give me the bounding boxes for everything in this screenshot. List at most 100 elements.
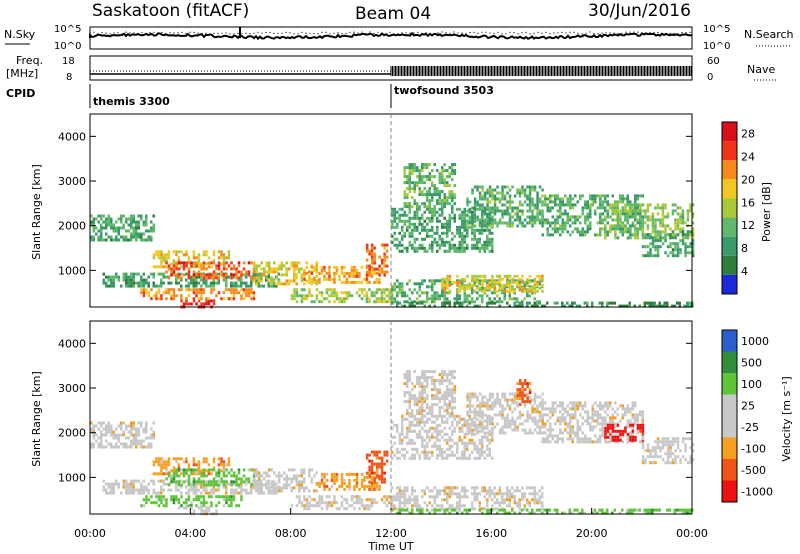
data-cell [247, 284, 250, 288]
data-cell [441, 420, 444, 424]
data-cell [247, 288, 251, 292]
data-cell [453, 246, 456, 250]
data-cell [375, 300, 379, 304]
data-cell [674, 209, 677, 213]
nsearch-dot [553, 32, 555, 34]
data-cell [195, 498, 198, 502]
nsearch-dot [621, 32, 623, 34]
data-cell [476, 228, 479, 232]
data-cell [471, 438, 474, 442]
data-cell [107, 275, 110, 279]
data-cell [401, 288, 404, 292]
data-cell [676, 212, 680, 216]
data-cell [416, 432, 419, 436]
data-cell [448, 225, 451, 229]
data-cell [237, 270, 241, 274]
data-cell [554, 224, 557, 228]
data-cell [531, 279, 534, 283]
data-cell [496, 206, 499, 210]
data-cell [406, 385, 409, 389]
data-cell [626, 227, 630, 231]
data-cell [528, 185, 532, 189]
data-cell [408, 373, 411, 377]
data-cell [438, 444, 441, 448]
data-cell [629, 233, 632, 237]
data-cell [611, 212, 614, 216]
data-cell [212, 457, 216, 461]
data-cell [408, 441, 411, 445]
data-cell [516, 297, 519, 301]
data-cell [365, 249, 369, 253]
data-cell [591, 301, 594, 305]
data-cell [528, 280, 532, 284]
nsearch-dot [541, 32, 543, 34]
data-cell [398, 249, 401, 253]
data-cell [192, 265, 196, 269]
data-cell [528, 492, 531, 496]
data-cell [273, 471, 276, 475]
data-cell [451, 453, 454, 457]
data-cell [252, 474, 256, 478]
data-cell [125, 424, 128, 428]
data-cell [481, 197, 484, 201]
data-cell [180, 250, 183, 254]
data-cell [318, 277, 321, 281]
data-cell [182, 253, 186, 257]
data-cell [403, 231, 406, 235]
data-cell [393, 300, 396, 304]
data-cell [406, 409, 409, 413]
data-cell [501, 185, 504, 189]
data-cell [408, 376, 411, 380]
data-cell [413, 181, 416, 185]
data-cell [217, 485, 220, 489]
data-cell [112, 488, 115, 492]
data-cell [396, 423, 399, 427]
data-cell [686, 245, 690, 249]
data-cell [222, 480, 226, 484]
data-cell [167, 460, 171, 464]
data-cell [177, 276, 181, 280]
data-cell [671, 248, 675, 252]
data-cell [511, 200, 514, 204]
data-cell [237, 278, 240, 282]
data-cell [561, 227, 564, 231]
data-cell [247, 468, 251, 472]
data-cell [476, 291, 479, 295]
data-cell [473, 304, 476, 308]
data-cell [107, 427, 110, 431]
data-cell [401, 225, 404, 229]
data-cell [355, 478, 359, 482]
data-cell [453, 453, 456, 457]
data-cell [175, 460, 178, 464]
data-cell [491, 498, 494, 502]
data-cell [411, 231, 414, 235]
data-cell [255, 474, 258, 478]
data-cell [428, 285, 431, 289]
data-cell [483, 228, 486, 232]
data-cell [105, 488, 108, 492]
data-cell [152, 433, 155, 437]
data-cell [431, 246, 434, 250]
data-cell [258, 480, 261, 484]
data-cell [491, 209, 494, 213]
data-cell [456, 486, 459, 490]
data-cell [473, 203, 477, 207]
data-cell [180, 485, 183, 489]
data-cell [506, 274, 509, 278]
data-cell [255, 483, 258, 487]
data-cell [308, 474, 311, 478]
data-cell [192, 278, 195, 282]
data-cell [340, 472, 344, 476]
data-cell [406, 400, 409, 404]
data-cell [518, 501, 521, 505]
data-cell [463, 277, 467, 281]
data-cell [202, 488, 205, 492]
data-cell [453, 249, 456, 253]
data-cell [275, 284, 278, 288]
data-cell [92, 424, 95, 428]
data-cell [491, 237, 494, 241]
data-cell [345, 280, 349, 284]
nsearch-dot [629, 31, 631, 33]
data-cell [418, 243, 421, 247]
data-cell [270, 282, 273, 286]
